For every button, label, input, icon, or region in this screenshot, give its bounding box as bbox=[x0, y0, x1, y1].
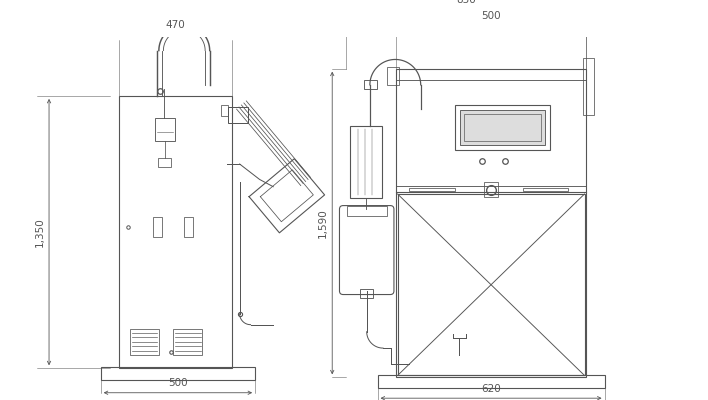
Bar bbox=[365, 80, 377, 90]
Bar bbox=[350, 126, 382, 198]
Bar bbox=[158, 158, 171, 167]
Bar bbox=[347, 206, 387, 216]
Bar bbox=[154, 217, 163, 237]
Bar bbox=[119, 96, 232, 368]
Text: 1,590: 1,590 bbox=[318, 208, 328, 238]
Text: 470: 470 bbox=[166, 20, 185, 30]
Text: 500: 500 bbox=[481, 11, 501, 21]
Bar bbox=[130, 329, 159, 355]
Bar bbox=[409, 188, 455, 191]
Bar bbox=[396, 69, 586, 377]
Bar bbox=[398, 194, 585, 376]
Bar bbox=[484, 182, 498, 197]
Bar bbox=[464, 114, 541, 141]
Bar bbox=[221, 105, 228, 116]
Bar bbox=[387, 67, 399, 85]
Bar bbox=[228, 107, 248, 123]
Text: 500: 500 bbox=[168, 378, 188, 388]
Text: 850: 850 bbox=[456, 0, 476, 5]
Bar bbox=[360, 289, 373, 298]
Bar bbox=[101, 367, 255, 380]
Bar bbox=[155, 118, 175, 141]
Bar bbox=[184, 217, 193, 237]
Text: 620: 620 bbox=[481, 384, 501, 394]
Bar bbox=[377, 376, 605, 388]
Bar bbox=[460, 110, 544, 145]
Bar bbox=[455, 105, 550, 150]
Text: 1,350: 1,350 bbox=[35, 217, 45, 247]
Bar bbox=[173, 329, 202, 355]
Bar bbox=[583, 58, 593, 115]
Bar bbox=[523, 188, 569, 191]
